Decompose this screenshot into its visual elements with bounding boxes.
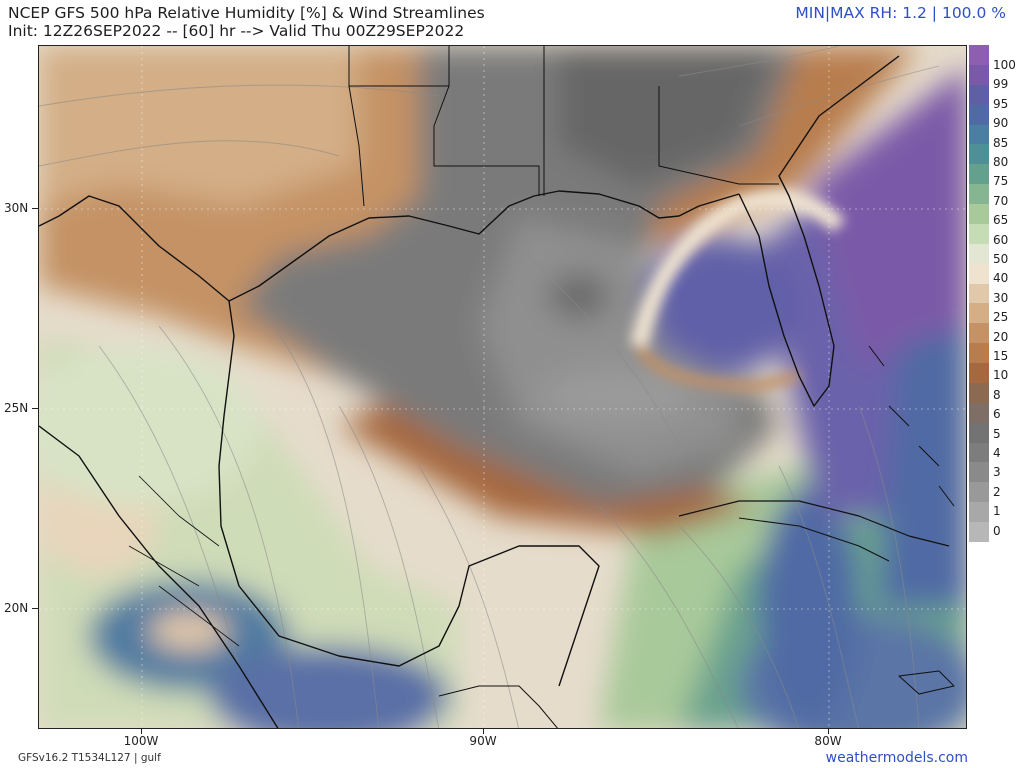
colorbar-swatch — [969, 343, 989, 364]
colorbar-label: 15 — [993, 349, 1009, 363]
colorbar-swatch — [969, 184, 989, 205]
lat-label: 25N — [4, 401, 29, 415]
lat-label: 30N — [4, 201, 29, 215]
colorbar-swatch — [969, 303, 989, 324]
rh-map — [38, 45, 967, 729]
init-valid-time: Init: 12Z26SEP2022 -- [60] hr --> Valid … — [8, 22, 465, 40]
colorbar-label: 75 — [993, 174, 1009, 189]
colorbar-label: 70 — [993, 193, 1009, 208]
colorbar-label: 85 — [993, 135, 1009, 150]
colorbar-swatch — [969, 402, 989, 424]
colorbar-label: 25 — [993, 310, 1009, 325]
lon-tick — [141, 729, 142, 734]
colorbar-swatch — [969, 124, 989, 145]
colorbar-swatch — [969, 263, 989, 285]
colorbar — [969, 45, 989, 543]
colorbar-swatch — [969, 382, 989, 404]
lon-label: 90W — [469, 734, 497, 748]
colorbar-label: 100 — [993, 58, 1016, 72]
site-credit: weathermodels.com — [825, 750, 968, 766]
colorbar-label: 20 — [993, 329, 1009, 344]
colorbar-swatch — [969, 283, 989, 304]
colorbar-label: 6 — [993, 407, 1001, 422]
colorbar-swatch — [969, 45, 989, 66]
colorbar-swatch — [969, 164, 989, 185]
colorbar-swatch — [969, 144, 989, 165]
colorbar-label: 2 — [993, 484, 1001, 499]
lon-tick — [828, 729, 829, 734]
colorbar-label: 8 — [993, 387, 1001, 402]
lon-tick — [483, 729, 484, 734]
colorbar-label: 0 — [993, 523, 1001, 538]
colorbar-swatch — [969, 323, 989, 344]
colorbar-swatch — [969, 84, 989, 106]
lon-label: 100W — [123, 734, 159, 748]
model-info: GFSv16.2 T1534L127 | gulf — [18, 752, 161, 764]
map-title: NCEP GFS 500 hPa Relative Humidity [%] &… — [8, 4, 485, 22]
colorbar-label: 80 — [993, 155, 1009, 169]
colorbar-label: 95 — [993, 96, 1009, 111]
colorbar-swatch — [969, 64, 989, 86]
colorbar-swatch — [969, 522, 989, 543]
colorbar-swatch — [969, 462, 989, 483]
colorbar-label: 90 — [993, 116, 1009, 131]
colorbar-label: 5 — [993, 426, 1001, 441]
lat-tick — [32, 608, 38, 609]
colorbar-label: 3 — [993, 465, 1001, 480]
lon-label: 80W — [814, 734, 842, 748]
colorbar-swatch — [969, 502, 989, 523]
colorbar-label: 65 — [993, 213, 1009, 228]
colorbar-swatch — [969, 243, 989, 265]
colorbar-swatch — [969, 223, 989, 245]
colorbar-label: 10 — [993, 368, 1009, 383]
colorbar-swatch — [969, 204, 989, 225]
colorbar-label: 30 — [993, 290, 1009, 305]
lat-label: 20N — [4, 601, 29, 615]
lat-tick — [32, 408, 38, 409]
colorbar-swatch — [969, 442, 989, 463]
colorbar-label: 99 — [993, 77, 1009, 92]
colorbar-swatch — [969, 363, 989, 384]
colorbar-label: 50 — [993, 252, 1009, 266]
colorbar-label: 40 — [993, 271, 1009, 286]
colorbar-label: 60 — [993, 232, 1009, 247]
colorbar-swatch — [969, 482, 989, 503]
colorbar-swatch — [969, 104, 989, 125]
lat-tick — [32, 208, 38, 209]
min-max-rh: MIN|MAX RH: 1.2 | 100.0 % — [795, 4, 1006, 22]
colorbar-label: 4 — [993, 446, 1001, 460]
colorbar-swatch — [969, 422, 989, 444]
colorbar-label: 1 — [993, 504, 1001, 519]
